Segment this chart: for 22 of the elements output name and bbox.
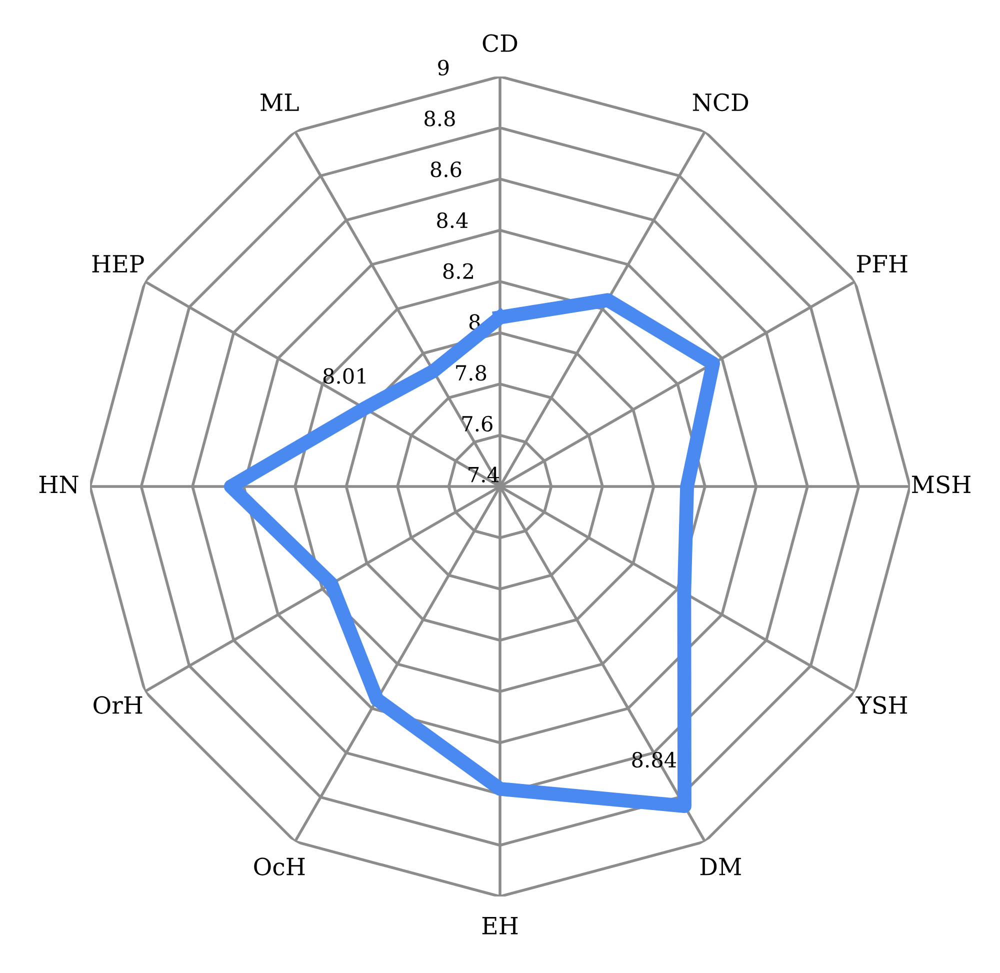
spoke-label: OrH — [94, 696, 142, 714]
spoke-label: OcH — [254, 858, 305, 876]
y-tick-label: 7.8 — [456, 364, 486, 381]
y-tick-label: 8.8 — [424, 110, 455, 126]
data-label: 8.01 — [323, 368, 366, 384]
spoke-label: NCD — [692, 93, 748, 112]
spoke-label: MSH — [912, 475, 970, 494]
spoke-label: PFH — [857, 255, 908, 272]
y-tick-label: 8.4 — [437, 212, 468, 228]
spoke-label: DM — [700, 858, 741, 876]
y-tick-label: 9 — [438, 60, 449, 76]
y-tick-label: 7.6 — [462, 416, 492, 432]
data-label: 8.84 — [632, 752, 676, 768]
spoke-label: ML — [260, 94, 299, 111]
spoke-label: YSH — [856, 696, 908, 714]
spoke-label: HEP — [92, 255, 144, 272]
spoke-label: CD — [482, 34, 518, 52]
y-tick-label: 8.6 — [430, 161, 462, 178]
y-tick-label: 7.4 — [468, 466, 499, 482]
y-tick-label: 8.2 — [443, 263, 473, 279]
spoke-label: HN — [39, 476, 78, 494]
spoke-label: EH — [482, 917, 518, 934]
